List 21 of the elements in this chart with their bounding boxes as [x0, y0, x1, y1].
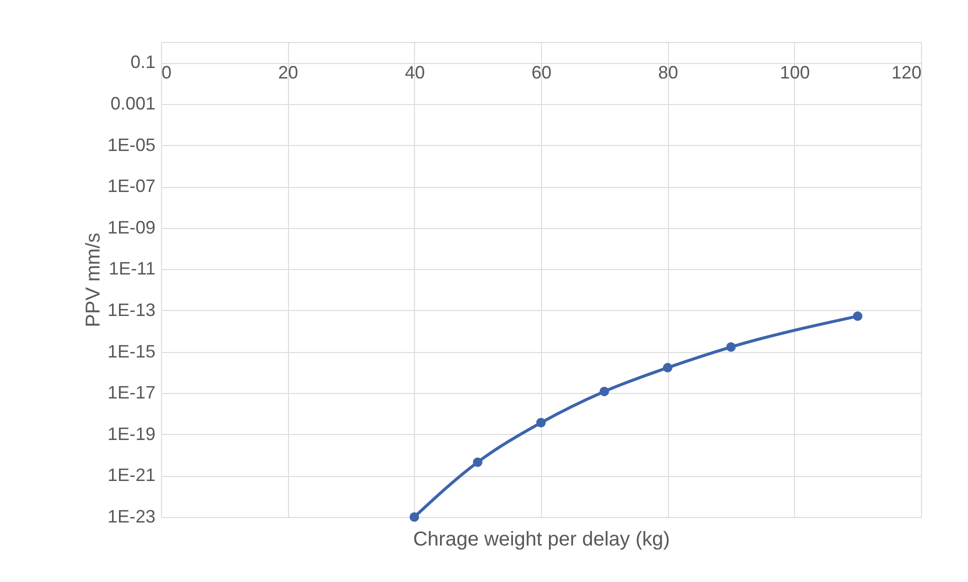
- x-tick-label: 60: [531, 62, 552, 82]
- y-tick-label: 1E-15: [107, 341, 156, 362]
- y-tick-label: 1E-19: [107, 424, 156, 444]
- x-tick-label: 100: [780, 62, 810, 82]
- x-tick-label: 120: [891, 62, 922, 82]
- y-tick-label: 1E-07: [107, 176, 156, 196]
- x-tick-label: 40: [404, 62, 425, 82]
- y-tick-label: 1E-21: [107, 465, 156, 486]
- y-axis-title: PPV mm/s: [82, 232, 104, 328]
- y-tick-label: 1E-05: [107, 134, 156, 155]
- y-tick-label: 1E-17: [107, 382, 156, 403]
- y-tick-label: 1E-11: [108, 258, 156, 279]
- y-tick-label: 1E-23: [107, 506, 156, 526]
- x-tick-label: 20: [278, 62, 298, 82]
- x-tick-label: 0: [162, 62, 172, 82]
- y-tick-label: 1E-09: [107, 217, 156, 238]
- y-tick-label: 0.001: [110, 93, 156, 114]
- x-tick-label: 80: [658, 62, 678, 82]
- x-axis-title: Chrage weight per delay (kg): [413, 528, 670, 550]
- y-tick-label: 1E-13: [107, 300, 156, 320]
- y-tick-label: 0.1: [130, 52, 156, 72]
